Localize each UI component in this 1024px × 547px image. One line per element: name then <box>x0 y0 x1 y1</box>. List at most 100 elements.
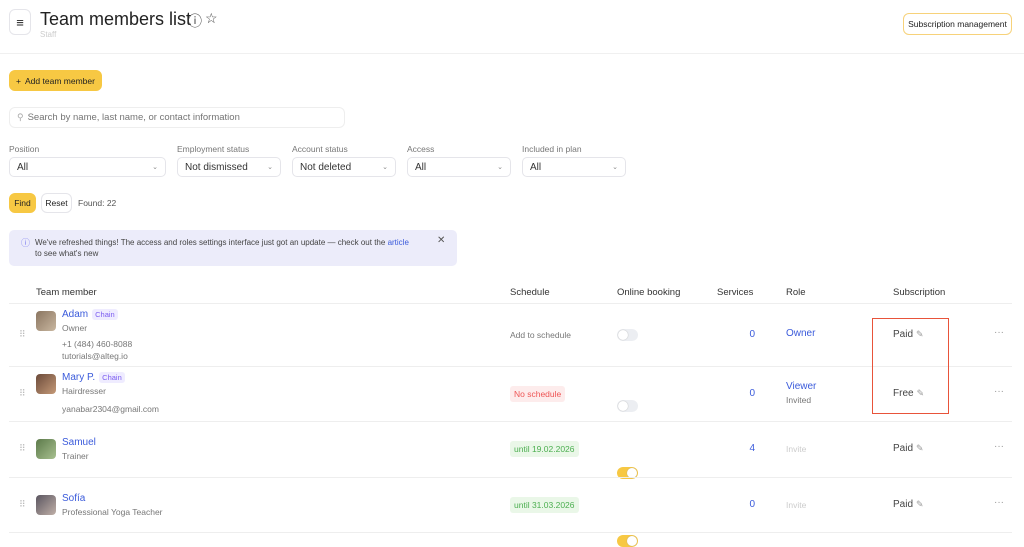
filter-select[interactable]: All ⌄ <box>9 157 166 177</box>
table-row[interactable]: ⠿ Sofía Professional Yoga Teacher until … <box>0 36 1024 547</box>
banner-text: We've refreshed things! The access and r… <box>35 238 386 247</box>
header-services: Services <box>717 287 754 298</box>
row-divider <box>9 477 1012 478</box>
role-note[interactable]: Invite <box>786 499 807 510</box>
info-banner: ⓘ We've refreshed things! The access and… <box>9 230 457 266</box>
filter-value: All <box>17 161 29 173</box>
schedule-status[interactable]: until 31.03.2026 <box>510 496 579 513</box>
filter-label: Included in plan <box>522 144 582 154</box>
member-position: Trainer <box>62 451 89 461</box>
row-divider <box>9 421 1012 422</box>
add-button-label: Add team member <box>25 75 95 86</box>
filter-select[interactable]: All ⌄ <box>407 157 511 177</box>
find-button[interactable]: Find <box>9 193 36 213</box>
pencil-icon[interactable]: ✎ <box>916 498 924 509</box>
pencil-icon[interactable]: ✎ <box>916 443 924 453</box>
pencil-icon[interactable]: ✎ <box>916 328 924 339</box>
schedule-status[interactable]: No schedule <box>510 385 566 402</box>
filter-value: All <box>415 161 427 173</box>
member-name[interactable]: Sofía <box>62 492 86 504</box>
filter-label: Employment status <box>177 144 250 154</box>
menu-button[interactable]: ≡ <box>9 9 31 35</box>
header-subscription: Subscription <box>893 287 946 298</box>
subscription-value: Paid <box>893 328 914 340</box>
row-divider <box>9 366 1012 367</box>
page-title: Team members list <box>40 9 192 29</box>
more-options-icon[interactable]: ··· <box>994 441 1004 452</box>
header-online-booking: Online booking <box>617 287 681 298</box>
info-icon: ⓘ <box>21 238 31 248</box>
row-divider <box>9 532 1012 533</box>
member-phone: +1 (484) 460-8088 <box>62 339 133 349</box>
banner-text-after: to see what's new <box>35 249 99 258</box>
subscription-management-button[interactable]: Subscription management <box>903 13 1012 35</box>
chevron-down-icon: ⌄ <box>612 164 618 171</box>
table-row[interactable]: ⠿ Samuel Trainer until 19.02.2026 4 Invi… <box>0 24 1024 479</box>
header-team-member: Team member <box>36 287 97 298</box>
subscription-value: Paid <box>893 443 914 454</box>
add-team-member-button[interactable]: + Add team member <box>9 70 102 91</box>
more-options-icon[interactable]: ··· <box>994 385 1004 397</box>
member-position: Owner <box>62 323 88 333</box>
filter-value: Not dismissed <box>185 161 248 173</box>
header-role: Role <box>786 287 806 298</box>
table-row[interactable]: ⠿ Mary P. Chain Hairdresser yanabar2304@g… <box>0 12 1024 422</box>
member-name[interactable]: Samuel <box>62 437 96 448</box>
role-link[interactable]: Viewer <box>786 380 817 392</box>
drag-handle-icon[interactable]: ⠿ <box>19 498 26 509</box>
search-input[interactable] <box>27 112 328 123</box>
more-options-icon[interactable]: ··· <box>994 326 1004 338</box>
avatar <box>36 439 56 459</box>
avatar <box>36 311 56 331</box>
chain-badge: Chain <box>99 372 125 383</box>
filter-value: Not deleted <box>300 161 352 173</box>
avatar <box>36 494 56 515</box>
subscription-value: Free <box>893 387 914 399</box>
filter-select[interactable]: All ⌄ <box>522 157 626 177</box>
services-count[interactable]: 0 <box>749 498 755 510</box>
reset-button[interactable]: Reset <box>41 193 72 213</box>
drag-handle-icon[interactable]: ⠿ <box>19 387 26 398</box>
schedule-status[interactable]: until 19.02.2026 <box>510 441 579 457</box>
filter-label: Account status <box>292 144 348 154</box>
online-booking-toggle[interactable] <box>617 399 638 412</box>
search-field[interactable]: ⚲ <box>9 107 345 128</box>
online-booking-toggle[interactable] <box>617 328 638 341</box>
close-icon[interactable]: ✕ <box>437 235 446 246</box>
filter-label: Position <box>9 144 40 154</box>
services-count[interactable]: 4 <box>749 443 755 454</box>
online-booking-toggle[interactable] <box>617 534 638 547</box>
highlight-box <box>872 318 949 414</box>
chevron-down-icon: ⌄ <box>267 164 273 171</box>
member-name[interactable]: Mary P. <box>62 372 96 383</box>
filter-label: Access <box>407 144 435 154</box>
role-note: Invited <box>786 394 812 405</box>
info-icon[interactable]: ⓘ <box>188 13 202 29</box>
star-icon[interactable]: ☆ <box>205 10 218 26</box>
filter-value: All <box>530 161 542 173</box>
page-subtitle: Staff <box>40 30 57 39</box>
filter-select[interactable]: Not dismissed ⌄ <box>177 157 281 177</box>
table-row[interactable]: ⠿ Adam Chain Owner +1 (484) 460-8088 tuto… <box>0 0 1024 367</box>
article-link[interactable]: article <box>387 238 409 247</box>
drag-handle-icon[interactable]: ⠿ <box>19 328 26 339</box>
online-booking-toggle[interactable] <box>617 467 638 479</box>
row-divider <box>9 303 1012 304</box>
services-count[interactable]: 0 <box>749 328 755 340</box>
member-position: Professional Yoga Teacher <box>62 506 163 517</box>
chevron-down-icon: ⌄ <box>152 164 158 171</box>
member-email: yanabar2304@gmail.com <box>62 404 159 414</box>
pencil-icon[interactable]: ✎ <box>916 387 925 398</box>
services-count[interactable]: 0 <box>749 387 755 399</box>
chain-badge: Chain <box>92 309 118 320</box>
more-options-icon[interactable]: ··· <box>994 496 1004 508</box>
plus-icon: + <box>16 75 22 86</box>
role-link[interactable]: Owner <box>786 327 816 339</box>
avatar <box>36 374 56 394</box>
schedule-status[interactable]: Add to schedule <box>510 329 571 340</box>
drag-handle-icon[interactable]: ⠿ <box>19 443 26 453</box>
role-note[interactable]: Invite <box>786 444 807 454</box>
filter-select[interactable]: Not deleted ⌄ <box>292 157 396 177</box>
member-name[interactable]: Adam <box>62 309 89 320</box>
header-divider <box>0 53 1024 54</box>
